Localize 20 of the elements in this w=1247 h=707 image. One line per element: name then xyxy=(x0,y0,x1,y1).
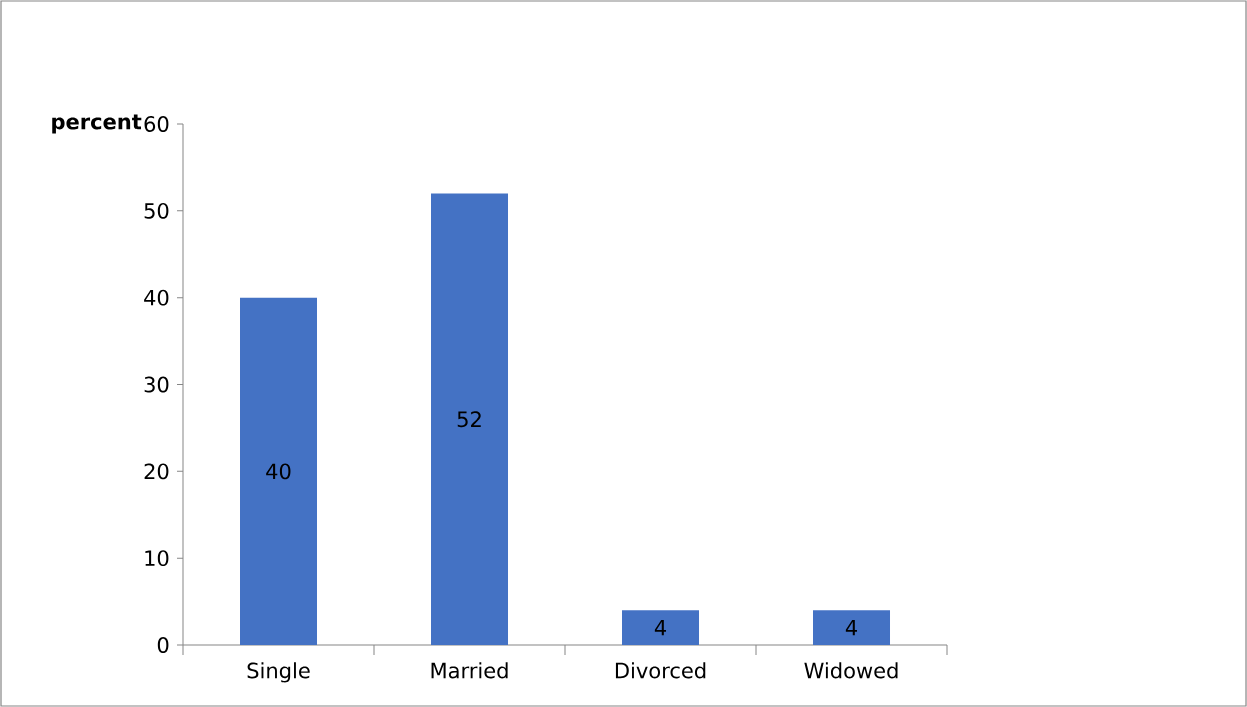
y-tick-label: 50 xyxy=(144,202,169,219)
y-tick-label: 0 xyxy=(157,637,169,653)
bar xyxy=(622,610,700,645)
x-tick-label: Married xyxy=(431,662,508,679)
y-tick-label: 30 xyxy=(144,376,169,393)
data-label: 4 xyxy=(654,619,667,636)
y-tick-label: 40 xyxy=(144,289,169,306)
bar xyxy=(240,297,317,645)
y-axis-title: percent xyxy=(52,114,142,134)
data-label: 40 xyxy=(266,463,291,480)
data-label: 4 xyxy=(845,619,858,636)
y-tick-label: 20 xyxy=(144,463,169,480)
y-tick-label: 10 xyxy=(145,550,169,567)
data-label: 52 xyxy=(457,411,481,428)
x-tick-label: Divorced xyxy=(615,662,706,679)
x-tick-label: Widowed xyxy=(804,662,898,679)
bar xyxy=(813,610,890,645)
y-tick-label: 60 xyxy=(144,116,169,132)
x-tick-label: Single xyxy=(247,662,310,683)
bar xyxy=(431,193,508,645)
